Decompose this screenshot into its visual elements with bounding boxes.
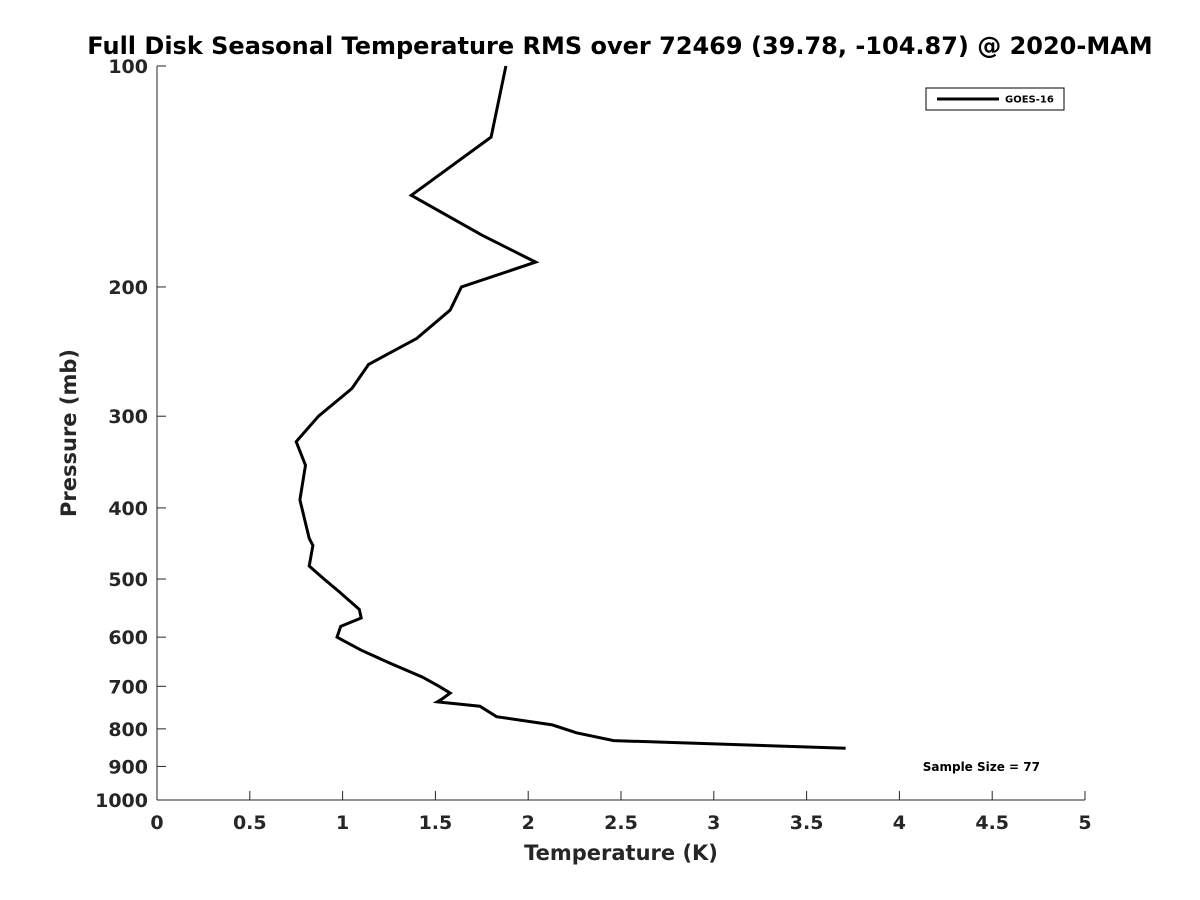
y-tick-label: 900 (108, 756, 148, 778)
legend: GOES-16 (925, 87, 1065, 111)
axes: 0 0.5 1 1.5 2 2.5 3 3.5 4 4.5 5 100 200 300 400 500 600 7… (95, 56, 1092, 834)
y-tick-label: 200 (108, 277, 148, 299)
y-axis-label: Pressure (mb) (57, 349, 81, 517)
legend-label-goes-16: GOES-16 (1005, 95, 1054, 106)
y-tick-label: 600 (108, 627, 148, 649)
x-tick-label: 1 (336, 812, 349, 834)
x-tick-label: 1.5 (419, 812, 453, 834)
y-tick-label: 300 (108, 406, 148, 428)
y-tick-label: 100 (108, 56, 148, 78)
y-tick-label: 500 (108, 569, 148, 591)
y-tick-label: 800 (108, 719, 148, 741)
x-tick-label: 3 (707, 812, 720, 834)
y-tick-label: 700 (108, 676, 148, 698)
x-tick-label: 2.5 (604, 812, 638, 834)
y-tick-label: 400 (108, 498, 148, 520)
x-tick-label: 3.5 (790, 812, 824, 834)
y-tick-label: 1000 (95, 790, 148, 812)
plot-area (294, 65, 846, 750)
series-line-goes-16 (294, 65, 846, 750)
x-tick-label: 0.5 (233, 812, 267, 834)
x-tick-label: 2 (522, 812, 535, 834)
x-tick-label: 5 (1078, 812, 1091, 834)
x-tick-label: 0 (150, 812, 163, 834)
x-tick-label: 4.5 (975, 812, 1009, 834)
x-axis-label: Temperature (K) (524, 841, 718, 865)
sample-size-annotation: Sample Size = 77 (923, 760, 1040, 774)
x-tick-label: 4 (893, 812, 906, 834)
chart-title: Full Disk Seasonal Temperature RMS over … (87, 32, 1152, 60)
